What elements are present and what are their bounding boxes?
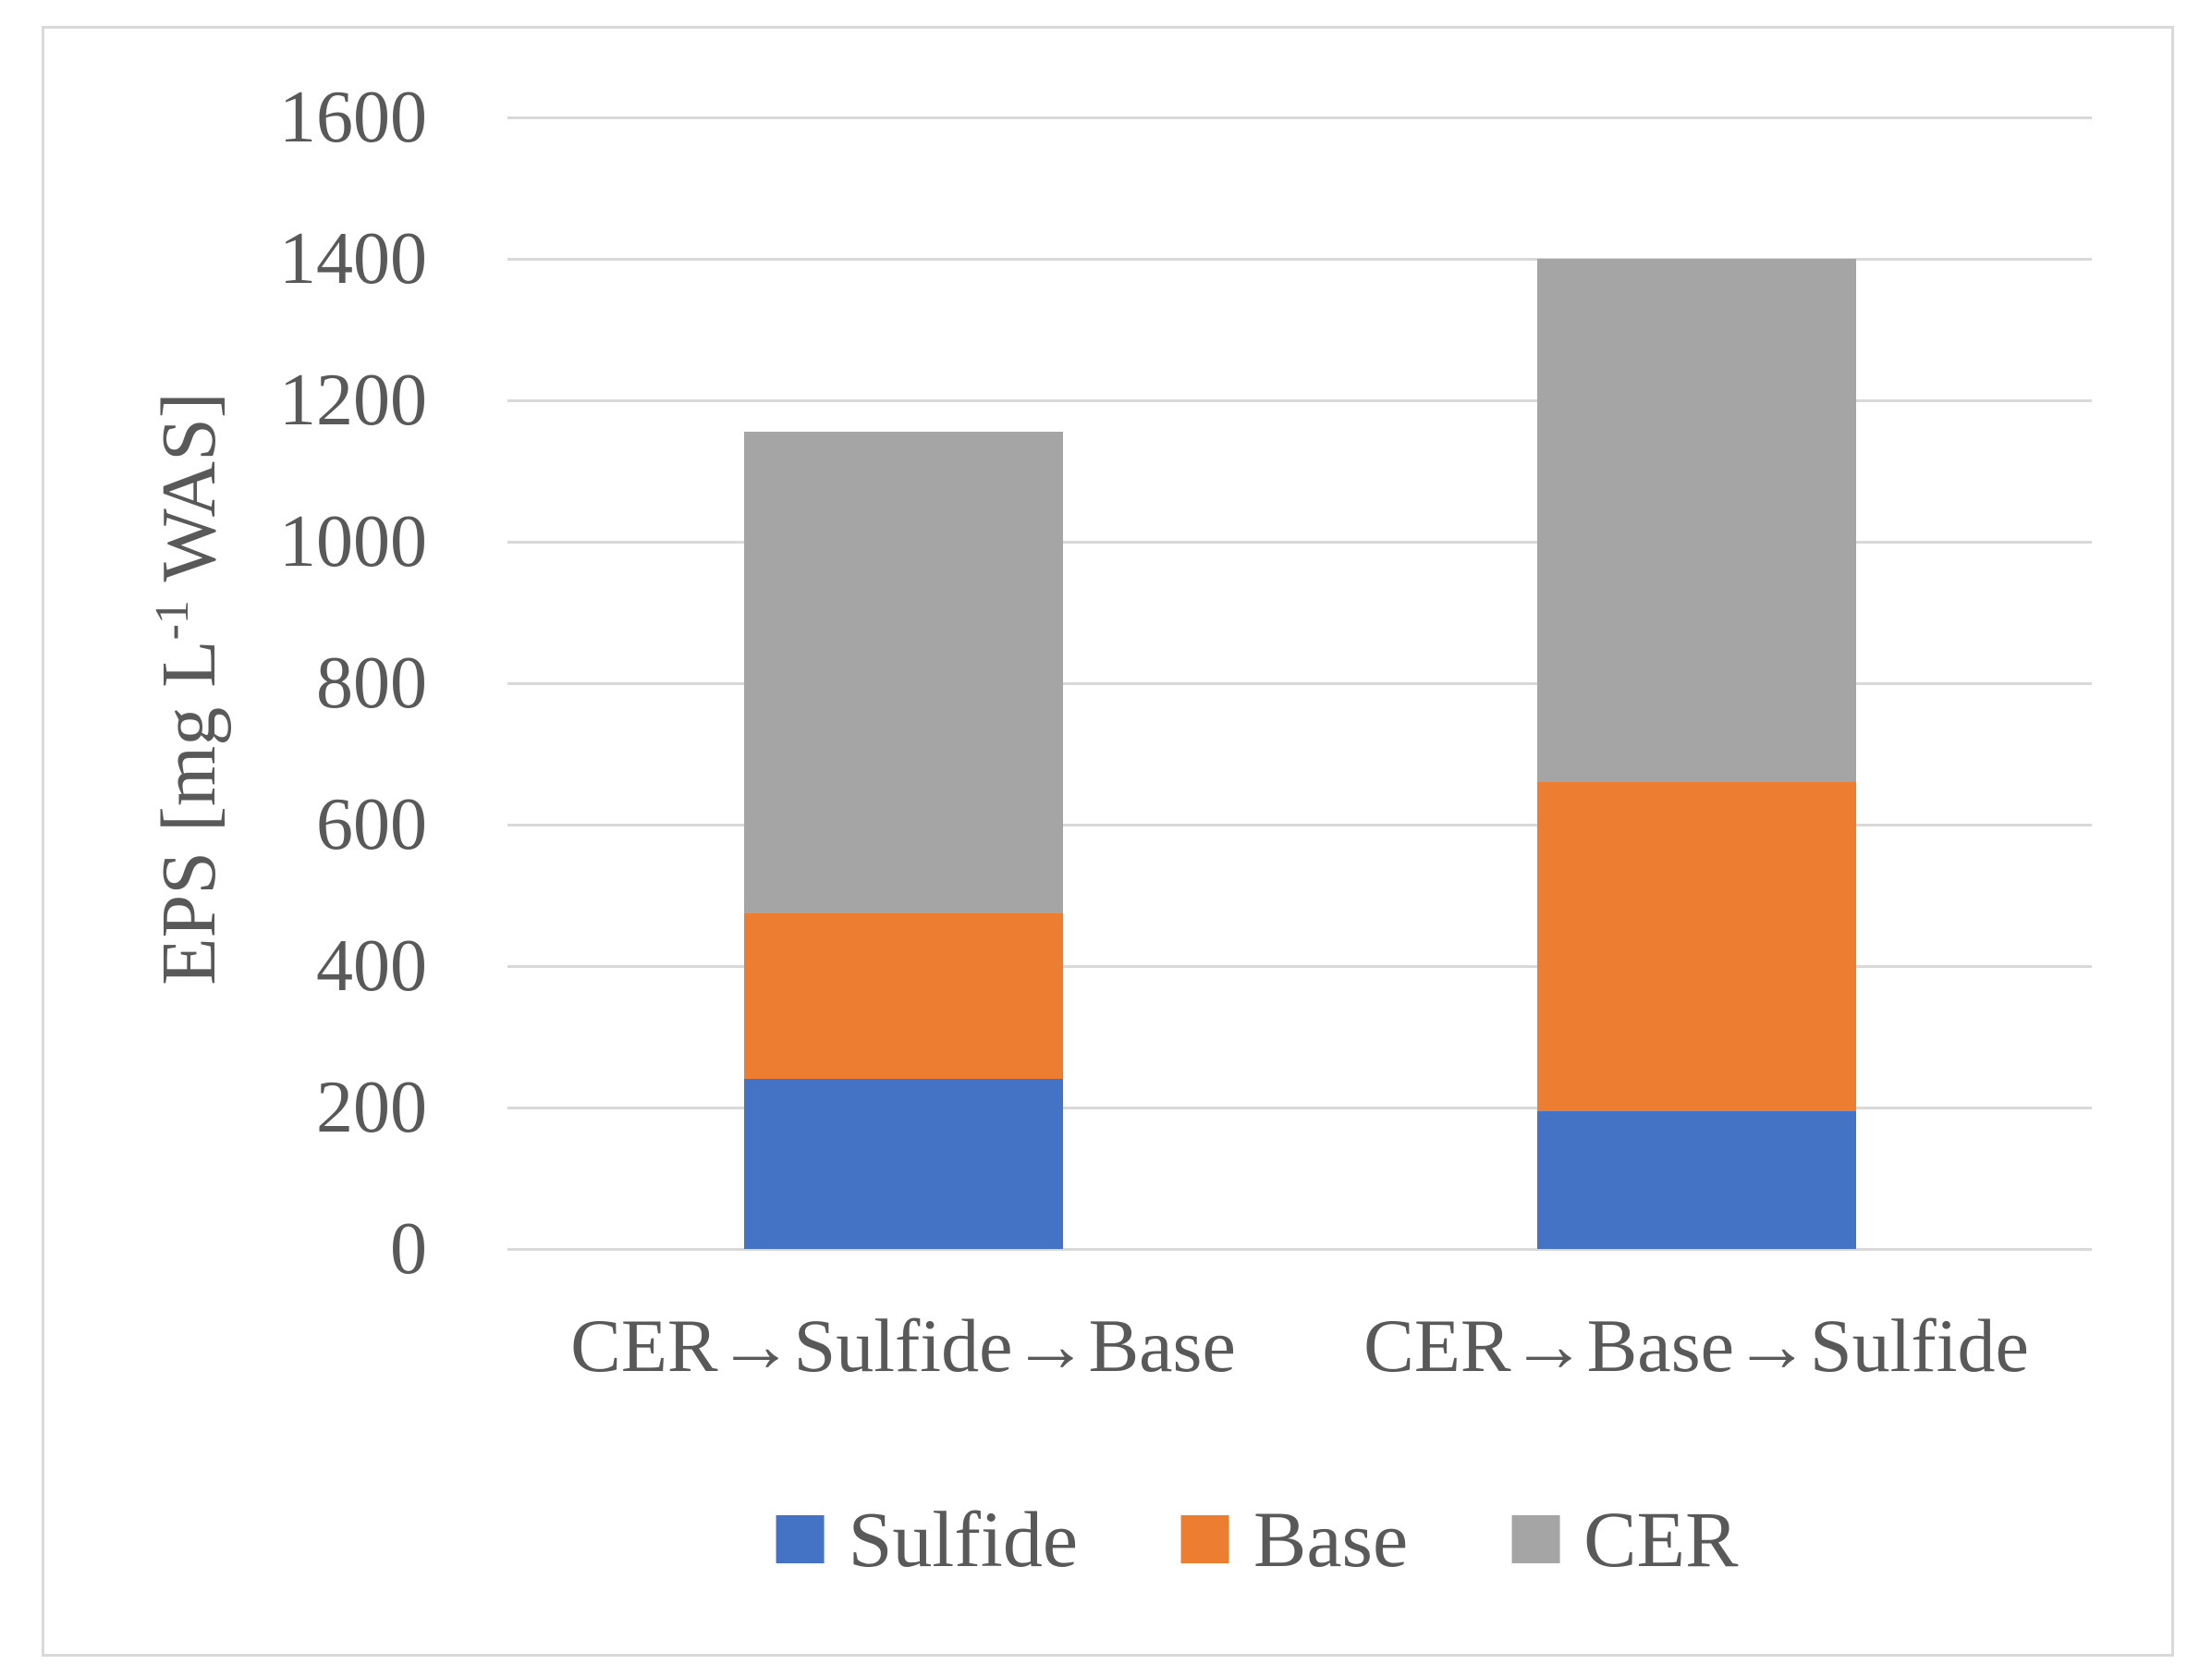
legend-label: Base: [1253, 1495, 1409, 1584]
y-axis-title-superscript: -1: [146, 600, 199, 641]
gridline: [507, 257, 2092, 261]
y-tick-label: 600: [316, 784, 427, 865]
gridline: [507, 823, 2092, 826]
legend-swatch-cer-icon: [1511, 1515, 1560, 1563]
y-tick-label: 800: [316, 643, 427, 724]
gridline: [507, 681, 2092, 685]
bar-segment-cer-0: [743, 432, 1063, 913]
legend-item-sulfide: Sulfide: [776, 1500, 1078, 1579]
gridline: [507, 116, 2092, 119]
x-category-label: CER→Base→Sulfide: [1363, 1304, 2029, 1388]
legend-item-cer: CER: [1511, 1500, 1738, 1579]
gridline: [507, 964, 2092, 968]
bar-segment-sulfide-1: [1536, 1110, 1856, 1249]
chart-border-frame: [42, 26, 2174, 1657]
gridline: [507, 540, 2092, 544]
legend-swatch-base-icon: [1181, 1515, 1229, 1563]
y-tick-label: 1400: [279, 218, 427, 300]
bar-segment-sulfide-0: [743, 1079, 1063, 1249]
y-tick-label: 400: [316, 925, 427, 1007]
y-tick-label: 1200: [279, 360, 427, 441]
legend-label: CER: [1583, 1495, 1739, 1584]
y-tick-label: 1000: [279, 501, 427, 582]
y-tick-label: 0: [390, 1208, 427, 1290]
bar-segment-base-1: [1536, 782, 1856, 1111]
bar-segment-cer-1: [1536, 259, 1856, 783]
gridline: [507, 398, 2092, 402]
legend-item-base: Base: [1181, 1500, 1408, 1579]
gridline: [507, 1106, 2092, 1109]
y-tick-label: 1600: [279, 77, 427, 158]
legend-swatch-sulfide-icon: [776, 1515, 825, 1563]
y-tick-label: 200: [316, 1067, 427, 1148]
x-category-label: CER→Sulfide→Base: [570, 1304, 1236, 1388]
bar-segment-base-0: [743, 912, 1063, 1080]
legend: Sulfide Base CER: [776, 1500, 1738, 1579]
x-axis-line: [507, 1247, 2092, 1251]
legend-label: Sulfide: [848, 1495, 1078, 1584]
